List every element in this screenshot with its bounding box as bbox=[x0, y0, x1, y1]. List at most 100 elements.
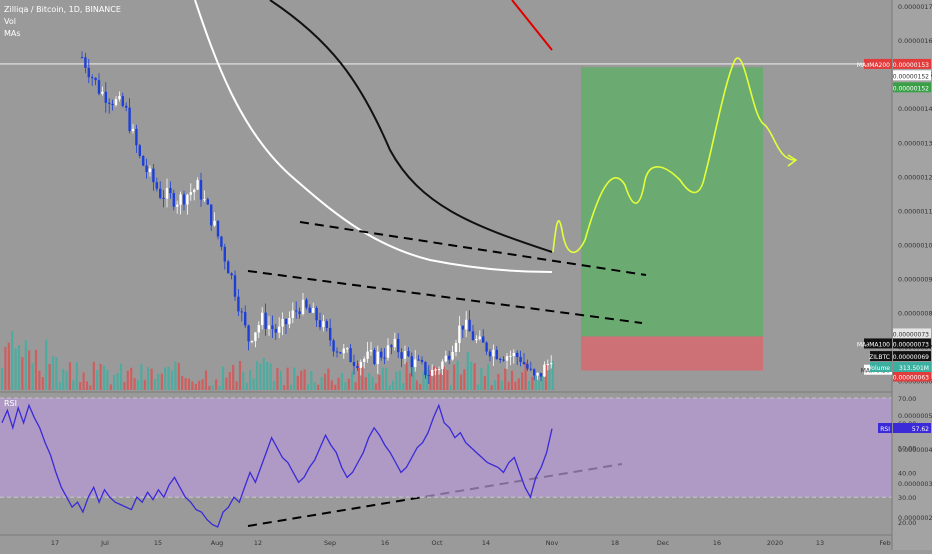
volume-bar bbox=[368, 373, 371, 390]
volume-bar bbox=[371, 376, 374, 390]
candle-body bbox=[414, 359, 417, 368]
candle-body bbox=[104, 91, 107, 103]
volume-bar bbox=[385, 367, 388, 390]
candle-body bbox=[366, 351, 369, 359]
volume-bar bbox=[439, 373, 442, 390]
volume-bar bbox=[344, 381, 347, 390]
volume-bar bbox=[51, 356, 55, 390]
candle-body bbox=[203, 199, 206, 201]
candle-body bbox=[176, 204, 179, 207]
volume-bar bbox=[524, 362, 527, 390]
volume-bar bbox=[446, 370, 449, 390]
volume-bar bbox=[456, 360, 459, 390]
candle-body bbox=[91, 77, 94, 79]
candle-body bbox=[529, 368, 532, 370]
candle-body bbox=[94, 77, 97, 81]
candle-body bbox=[475, 338, 478, 341]
candle-body bbox=[363, 358, 366, 362]
last-price-tag-bg bbox=[893, 351, 931, 362]
candle-body bbox=[339, 352, 342, 354]
volume-bar bbox=[364, 377, 367, 390]
candle-body bbox=[223, 246, 226, 262]
candle-body bbox=[227, 261, 230, 274]
volume-bar bbox=[470, 361, 473, 390]
volume-bar bbox=[300, 370, 303, 390]
volume-bar bbox=[153, 379, 157, 390]
candle-body bbox=[206, 199, 209, 205]
candle-body bbox=[451, 351, 454, 360]
volume-bar bbox=[177, 362, 180, 390]
level-price-tag: 0.00000152 bbox=[893, 73, 929, 80]
candle-body bbox=[193, 189, 196, 193]
candle-body bbox=[505, 356, 509, 361]
volume-bar bbox=[123, 381, 126, 390]
candle-body bbox=[461, 325, 464, 330]
volume-bar bbox=[31, 363, 34, 390]
volume-bar bbox=[395, 371, 398, 390]
candle-body bbox=[373, 349, 376, 365]
last-price-tag: 0.00000069 bbox=[893, 354, 929, 361]
volume-bar bbox=[262, 358, 265, 390]
time-tick-label: 18 bbox=[611, 539, 619, 547]
volume-bar bbox=[198, 380, 201, 390]
mas-legend: MAs bbox=[4, 29, 21, 38]
volume-bar bbox=[201, 379, 204, 390]
volume-bar bbox=[17, 345, 21, 390]
volume-bar bbox=[82, 372, 85, 390]
volume-bar bbox=[140, 363, 143, 390]
candle-body bbox=[410, 356, 413, 368]
candle-body bbox=[284, 318, 288, 325]
candle-body bbox=[424, 361, 427, 376]
candle-body bbox=[509, 355, 512, 357]
volume-bar bbox=[143, 379, 146, 390]
volume-bar bbox=[517, 378, 520, 390]
candle-body bbox=[114, 99, 118, 106]
target-zone-rect bbox=[581, 67, 763, 337]
volume-bar bbox=[45, 339, 48, 390]
volume-bar bbox=[541, 375, 544, 390]
candle-body bbox=[499, 358, 502, 360]
price-tick-label: 0.00000020 bbox=[898, 514, 932, 522]
volume-bar bbox=[289, 384, 293, 390]
volume-bar bbox=[7, 342, 10, 390]
candle-body bbox=[121, 96, 124, 106]
volume-bar bbox=[272, 381, 276, 390]
candle-body bbox=[182, 194, 186, 205]
volume-legend: Vol bbox=[4, 17, 16, 26]
volume-bar bbox=[24, 340, 27, 390]
volume-bar bbox=[238, 361, 242, 390]
candle-body bbox=[318, 320, 322, 328]
time-tick-label: Aug bbox=[211, 539, 223, 547]
candle-body bbox=[403, 351, 407, 359]
volume-bar bbox=[119, 363, 123, 390]
volume-bar bbox=[388, 385, 391, 390]
volume-bar bbox=[473, 363, 476, 390]
volume-bar bbox=[266, 362, 269, 390]
candle-body bbox=[441, 361, 444, 369]
volume-bar bbox=[391, 380, 395, 390]
volume-bar bbox=[184, 378, 187, 390]
volume-bar bbox=[463, 369, 466, 390]
volume-bar bbox=[28, 350, 31, 390]
volume-bar bbox=[150, 368, 153, 390]
time-tick-label: Sep bbox=[324, 539, 336, 547]
volume-bar bbox=[191, 381, 194, 390]
time-tick-label: Feb bbox=[879, 539, 890, 547]
volume-bar bbox=[167, 366, 170, 390]
volume-bar bbox=[160, 373, 163, 390]
volume-bar bbox=[99, 363, 102, 390]
volume-bar bbox=[293, 367, 296, 390]
volume-bar bbox=[436, 367, 439, 390]
candle-body bbox=[352, 362, 356, 366]
time-tick-label: 12 bbox=[254, 539, 262, 547]
candle-body bbox=[434, 369, 437, 371]
volume-bar bbox=[330, 380, 333, 390]
candle-body bbox=[335, 351, 339, 353]
volume-bars bbox=[0, 331, 554, 390]
rsi-pane bbox=[0, 391, 892, 528]
candle-body bbox=[437, 368, 441, 370]
candle-body bbox=[80, 57, 84, 59]
